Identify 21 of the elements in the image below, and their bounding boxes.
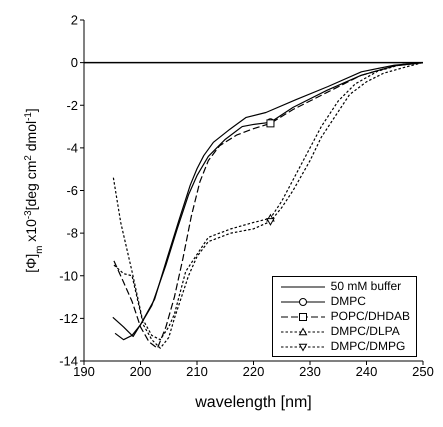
- legend-label: POPC/DHDAB: [330, 309, 410, 324]
- x-tick-label: 220: [242, 364, 264, 380]
- x-tick-label: 230: [299, 364, 321, 380]
- legend-label: DMPC/DLPA: [330, 324, 400, 339]
- y-tick-label: -8: [66, 226, 78, 241]
- x-tick-label: 250: [412, 364, 434, 380]
- x-tick-label: 190: [73, 364, 95, 380]
- x-tick-label: 240: [356, 364, 378, 380]
- x-tick-label: 210: [186, 364, 208, 380]
- y-tick-label: 2: [70, 12, 78, 28]
- y-tick-label: 0: [70, 55, 78, 70]
- y-tick-label: -4: [66, 140, 78, 156]
- y-tick-label: -10: [59, 268, 78, 284]
- legend-label: DMPC/DMPG: [330, 339, 406, 354]
- x-axis-title: wavelength [nm]: [194, 394, 312, 411]
- y-tick-label: -6: [66, 183, 78, 198]
- legend-label: DMPC: [330, 294, 366, 309]
- x-tick-label: 200: [130, 364, 152, 380]
- y-tick-label: -12: [59, 310, 78, 326]
- y-tick-label: -2: [66, 98, 78, 113]
- legend-label: 50 mM buffer: [330, 279, 402, 294]
